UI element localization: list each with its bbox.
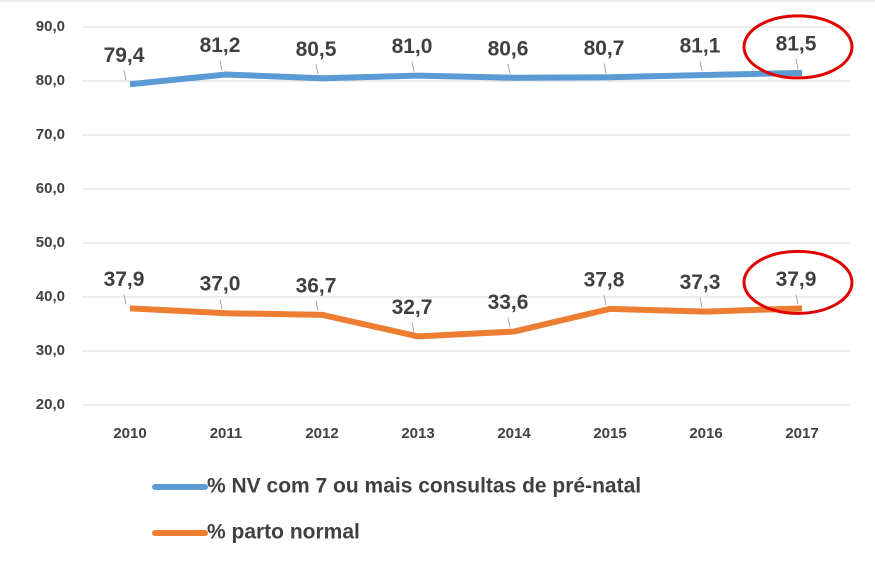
x-tick-label: 2012 bbox=[305, 425, 338, 442]
y-tick-label: 30,0 bbox=[36, 342, 65, 359]
leader-line bbox=[507, 317, 511, 328]
data-label: 81,1 bbox=[680, 35, 721, 58]
y-tick-label: 40,0 bbox=[36, 288, 65, 305]
leader-line bbox=[699, 60, 703, 72]
data-label: 37,3 bbox=[680, 271, 721, 294]
data-label: 79,4 bbox=[104, 44, 145, 67]
leader-line bbox=[315, 300, 319, 311]
x-tick-label: 2014 bbox=[497, 425, 531, 442]
data-label: 37,8 bbox=[584, 268, 625, 291]
data-label: 33,6 bbox=[488, 291, 529, 314]
y-tick-label: 20,0 bbox=[36, 396, 65, 413]
leader-line bbox=[315, 64, 319, 75]
y-tick-label: 80,0 bbox=[36, 72, 65, 89]
series-line bbox=[129, 305, 803, 340]
series-line bbox=[129, 69, 803, 88]
data-label: 37,9 bbox=[776, 268, 817, 291]
data-label: 37,9 bbox=[104, 268, 145, 291]
highlight-circle bbox=[742, 14, 854, 80]
leader-line bbox=[219, 60, 223, 71]
data-label: 80,6 bbox=[488, 37, 529, 60]
leader-line bbox=[507, 63, 511, 74]
data-label: 80,5 bbox=[296, 38, 337, 61]
x-tick-label: 2016 bbox=[689, 425, 722, 442]
data-label: 81,2 bbox=[200, 34, 241, 57]
y-tick-label: 50,0 bbox=[36, 234, 65, 251]
legend-label: % parto normal bbox=[207, 521, 360, 544]
data-label: 81,0 bbox=[392, 35, 433, 58]
y-tick-label: 90,0 bbox=[36, 18, 65, 35]
legend-label: % NV com 7 ou mais consultas de pré-nata… bbox=[207, 475, 641, 498]
data-label: 36,7 bbox=[296, 274, 337, 297]
x-tick-label: 2010 bbox=[113, 425, 146, 442]
data-label: 32,7 bbox=[392, 296, 433, 319]
highlight-circle bbox=[742, 249, 854, 315]
leader-line bbox=[699, 297, 703, 308]
leader-line bbox=[123, 294, 127, 305]
data-label: 81,5 bbox=[776, 32, 817, 55]
x-tick-label: 2011 bbox=[210, 425, 243, 442]
data-label: 37,0 bbox=[200, 273, 241, 296]
leader-line bbox=[795, 294, 799, 305]
y-tick-label: 70,0 bbox=[36, 126, 65, 143]
x-tick-label: 2013 bbox=[401, 425, 434, 442]
y-tick-label: 60,0 bbox=[36, 180, 65, 197]
leader-line bbox=[795, 58, 799, 69]
x-tick-label: 2017 bbox=[785, 425, 818, 442]
data-label: 80,7 bbox=[584, 37, 625, 60]
leader-line bbox=[603, 294, 607, 305]
leader-line bbox=[411, 322, 415, 333]
leader-line bbox=[411, 61, 415, 72]
leader-line bbox=[123, 70, 127, 81]
x-tick-label: 2015 bbox=[593, 425, 626, 442]
leader-line bbox=[603, 63, 607, 74]
leader-line bbox=[219, 299, 223, 310]
